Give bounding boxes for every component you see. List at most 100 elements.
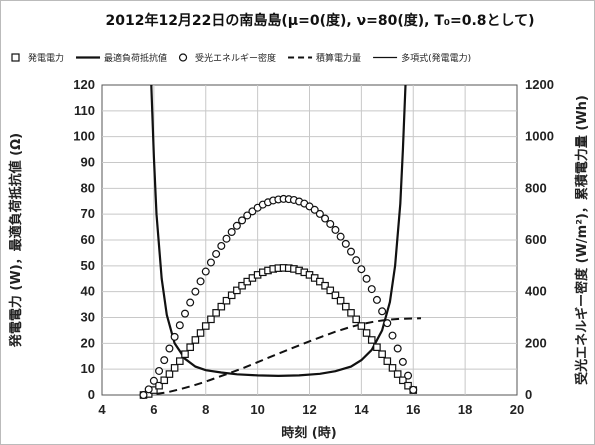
legend-label: 発電電力 (28, 52, 64, 64)
x-axis-title: 時刻 (時) (281, 425, 336, 441)
irradiance-point (404, 371, 413, 380)
irradiance-point (357, 265, 366, 274)
legend-item: 受光エネルギー密度 (178, 52, 276, 64)
legend: 発電電力 最適負荷抵抗値 受光エネルギー密度 積算電力量 多項式(発電電力) (11, 52, 471, 64)
power-point (176, 357, 184, 365)
irradiance-point (341, 239, 350, 248)
y-tick-label-left: 60 (81, 232, 95, 247)
x-tick-label: 16 (406, 402, 420, 417)
power-point (331, 291, 340, 300)
y-tick-label-right: 200 (525, 335, 547, 350)
irradiance-point (238, 216, 247, 225)
irradiance-point (165, 344, 174, 353)
power-point (388, 364, 397, 372)
y-tick-label-left: 80 (81, 180, 95, 195)
irradiance-point (352, 256, 361, 265)
power-point (186, 343, 194, 352)
power-point (196, 329, 205, 337)
power-point (201, 322, 210, 330)
series-line-optimal-resistance (150, 85, 407, 378)
irradiance-point (310, 205, 319, 214)
y-tick-label-left: 40 (81, 284, 95, 299)
power-point (170, 364, 179, 372)
power-point (238, 281, 246, 290)
irradiance-point (378, 307, 387, 316)
power-point (352, 315, 360, 324)
legend-label: 最適負荷抵抗値 (104, 52, 167, 64)
x-tick-label: 12 (302, 402, 316, 417)
irradiance-point (321, 214, 330, 223)
y-tick-label-right: 1000 (525, 129, 554, 144)
power-point (383, 357, 392, 365)
y-tick-label-left: 30 (81, 310, 95, 325)
x-tick-label: 14 (354, 402, 369, 417)
series-layer (139, 85, 422, 400)
y-tick-label-left: 0 (88, 387, 95, 402)
irradiance-point (315, 209, 324, 218)
power-point (233, 286, 241, 295)
irradiance-point (160, 356, 169, 365)
irradiance-point (222, 234, 231, 243)
power-point (336, 296, 345, 305)
y-tick-label-left: 90 (81, 155, 95, 170)
power-point (326, 286, 335, 295)
series-line-cumulative-energy (143, 317, 422, 395)
power-point (155, 381, 163, 390)
irradiance-point (336, 232, 345, 241)
irradiance-point (398, 357, 407, 366)
y-tick-label-left: 110 (74, 103, 95, 118)
power-point (404, 381, 412, 390)
irradiance-point (331, 225, 340, 234)
irradiance-point (191, 287, 200, 296)
legend-label: 積算電力量 (316, 52, 361, 64)
irradiance-point (362, 274, 371, 283)
y-tick-label-right: 600 (525, 232, 547, 247)
power-point (165, 370, 174, 378)
y-tick-label-right: 1200 (525, 77, 554, 92)
grid (102, 85, 517, 395)
legend-item: 多項式(発電電力) (373, 52, 471, 64)
power-point (222, 296, 231, 305)
irradiance-point (372, 295, 381, 304)
legend-label: 多項式(発電電力) (401, 52, 471, 64)
y-axis-title-left: 発電電力 (W)，最適負荷抵抗値 (Ω) (8, 133, 24, 348)
y-axis-title-right: 受光エネルギー密度 (W/m²)，累積電力量 (Wh) (574, 95, 590, 385)
x-tick-label: 8 (202, 402, 209, 417)
legend-item: 発電電力 (11, 52, 64, 64)
x-tick-label: 6 (150, 402, 157, 417)
irradiance-point (388, 331, 397, 340)
irradiance-point (217, 241, 226, 250)
y-tick-label-right: 800 (525, 180, 547, 195)
irradiance-point (227, 227, 236, 236)
power-point (362, 329, 371, 337)
irradiance-point (186, 298, 195, 307)
irradiance-point (201, 267, 210, 276)
power-point (160, 376, 169, 385)
power-point (347, 309, 355, 317)
power-point (316, 277, 324, 286)
irradiance-point (383, 319, 392, 328)
legend-item: 積算電力量 (288, 52, 361, 64)
y-tick-label-left: 70 (81, 206, 95, 221)
irradiance-point (196, 277, 205, 286)
y-tick-label-left: 50 (81, 258, 95, 273)
x-tick-label: 4 (98, 402, 106, 417)
power-point (357, 322, 366, 330)
irradiance-point (149, 376, 158, 385)
power-point (212, 309, 220, 317)
legend-label: 受光エネルギー密度 (195, 52, 276, 64)
power-point (399, 376, 407, 385)
irradiance-point (409, 385, 418, 394)
power-point (227, 291, 236, 300)
power-point (367, 336, 376, 344)
chart-title: 2012年12月22日の南島島(μ=0(度), ν=80(度), T₀=0.8と… (105, 12, 534, 29)
irradiance-point (155, 366, 164, 375)
y-tick-label-left: 100 (73, 129, 95, 144)
legend-swatch-square (11, 53, 20, 62)
power-point (393, 370, 402, 378)
irradiance-point (139, 391, 148, 400)
irradiance-point (175, 321, 184, 330)
irradiance-point (243, 211, 252, 220)
x-tick-label: 18 (458, 402, 472, 417)
